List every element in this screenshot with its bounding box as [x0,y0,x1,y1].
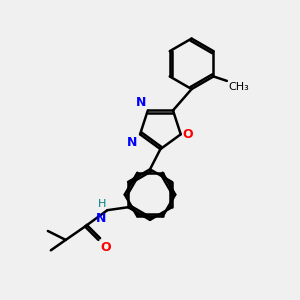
Text: N: N [127,136,138,149]
Text: O: O [100,242,110,254]
Text: N: N [136,96,146,109]
Text: O: O [183,128,194,141]
Text: H: H [98,199,106,209]
Text: CH₃: CH₃ [228,82,249,92]
Text: N: N [95,212,106,225]
